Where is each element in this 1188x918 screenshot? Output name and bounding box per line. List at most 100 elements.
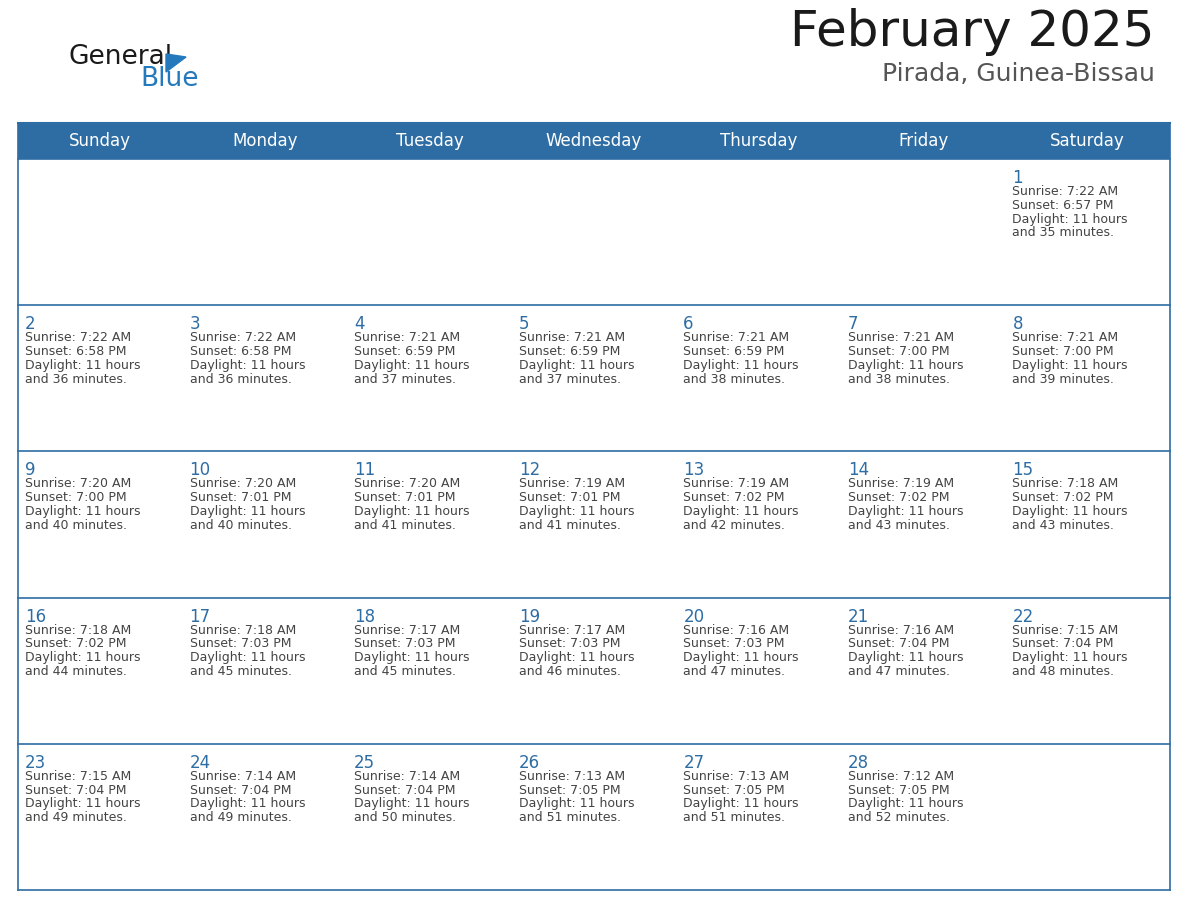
Text: Daylight: 11 hours: Daylight: 11 hours — [519, 359, 634, 372]
Text: Sunset: 7:04 PM: Sunset: 7:04 PM — [190, 784, 291, 797]
Text: Wednesday: Wednesday — [545, 132, 643, 150]
Text: 6: 6 — [683, 315, 694, 333]
Text: and 44 minutes.: and 44 minutes. — [25, 665, 127, 678]
Text: and 50 minutes.: and 50 minutes. — [354, 812, 456, 824]
Text: Daylight: 11 hours: Daylight: 11 hours — [190, 359, 305, 372]
Text: Sunrise: 7:20 AM: Sunrise: 7:20 AM — [354, 477, 461, 490]
Text: Monday: Monday — [232, 132, 298, 150]
Text: and 41 minutes.: and 41 minutes. — [519, 519, 620, 532]
Text: Sunset: 7:04 PM: Sunset: 7:04 PM — [354, 784, 456, 797]
Text: Tuesday: Tuesday — [396, 132, 463, 150]
Text: Daylight: 11 hours: Daylight: 11 hours — [1012, 505, 1127, 518]
Text: and 51 minutes.: and 51 minutes. — [519, 812, 620, 824]
Text: Sunset: 7:05 PM: Sunset: 7:05 PM — [519, 784, 620, 797]
Text: Daylight: 11 hours: Daylight: 11 hours — [683, 651, 798, 665]
Bar — [18, 123, 1170, 159]
Text: Sunset: 7:02 PM: Sunset: 7:02 PM — [1012, 491, 1114, 504]
Text: and 52 minutes.: and 52 minutes. — [848, 812, 950, 824]
Text: Sunrise: 7:22 AM: Sunrise: 7:22 AM — [1012, 185, 1119, 198]
Text: and 46 minutes.: and 46 minutes. — [519, 665, 620, 678]
Text: Daylight: 11 hours: Daylight: 11 hours — [683, 359, 798, 372]
Text: Sunrise: 7:19 AM: Sunrise: 7:19 AM — [519, 477, 625, 490]
Text: Daylight: 11 hours: Daylight: 11 hours — [848, 651, 963, 665]
Text: General: General — [68, 44, 172, 70]
Text: February 2025: February 2025 — [790, 8, 1155, 56]
Text: Sunset: 7:05 PM: Sunset: 7:05 PM — [683, 784, 785, 797]
Text: Sunset: 7:00 PM: Sunset: 7:00 PM — [25, 491, 127, 504]
Text: and 48 minutes.: and 48 minutes. — [1012, 665, 1114, 678]
Text: Sunrise: 7:21 AM: Sunrise: 7:21 AM — [848, 331, 954, 344]
Text: Daylight: 11 hours: Daylight: 11 hours — [354, 651, 469, 665]
Text: Daylight: 11 hours: Daylight: 11 hours — [519, 798, 634, 811]
Text: Sunset: 7:03 PM: Sunset: 7:03 PM — [190, 637, 291, 650]
Text: 14: 14 — [848, 462, 868, 479]
Text: and 45 minutes.: and 45 minutes. — [190, 665, 291, 678]
Text: 3: 3 — [190, 315, 201, 333]
Text: Daylight: 11 hours: Daylight: 11 hours — [354, 798, 469, 811]
Text: Daylight: 11 hours: Daylight: 11 hours — [519, 651, 634, 665]
Text: Sunrise: 7:16 AM: Sunrise: 7:16 AM — [848, 623, 954, 636]
Text: Sunrise: 7:16 AM: Sunrise: 7:16 AM — [683, 623, 789, 636]
Text: 12: 12 — [519, 462, 541, 479]
Text: 1: 1 — [1012, 169, 1023, 187]
Text: 2: 2 — [25, 315, 36, 333]
Text: Blue: Blue — [140, 66, 198, 92]
Text: 21: 21 — [848, 608, 870, 625]
Text: 23: 23 — [25, 754, 46, 772]
Text: Daylight: 11 hours: Daylight: 11 hours — [190, 505, 305, 518]
Text: Sunrise: 7:14 AM: Sunrise: 7:14 AM — [190, 770, 296, 783]
Text: 28: 28 — [848, 754, 868, 772]
Text: 5: 5 — [519, 315, 529, 333]
Text: 22: 22 — [1012, 608, 1034, 625]
Text: Sunset: 7:03 PM: Sunset: 7:03 PM — [354, 637, 456, 650]
Text: Sunset: 6:59 PM: Sunset: 6:59 PM — [354, 345, 455, 358]
Text: and 42 minutes.: and 42 minutes. — [683, 519, 785, 532]
Text: and 38 minutes.: and 38 minutes. — [683, 373, 785, 386]
Text: Sunday: Sunday — [69, 132, 132, 150]
Text: Sunset: 7:01 PM: Sunset: 7:01 PM — [519, 491, 620, 504]
Text: Daylight: 11 hours: Daylight: 11 hours — [190, 651, 305, 665]
Text: Sunrise: 7:14 AM: Sunrise: 7:14 AM — [354, 770, 460, 783]
Polygon shape — [166, 54, 187, 72]
Text: 7: 7 — [848, 315, 859, 333]
Text: Sunset: 6:59 PM: Sunset: 6:59 PM — [683, 345, 784, 358]
Text: Sunrise: 7:21 AM: Sunrise: 7:21 AM — [354, 331, 460, 344]
Text: Sunset: 7:00 PM: Sunset: 7:00 PM — [848, 345, 949, 358]
Text: Daylight: 11 hours: Daylight: 11 hours — [1012, 651, 1127, 665]
Text: and 43 minutes.: and 43 minutes. — [848, 519, 949, 532]
Text: 10: 10 — [190, 462, 210, 479]
Text: and 49 minutes.: and 49 minutes. — [25, 812, 127, 824]
Text: Sunrise: 7:20 AM: Sunrise: 7:20 AM — [25, 477, 131, 490]
Text: 11: 11 — [354, 462, 375, 479]
Text: and 47 minutes.: and 47 minutes. — [848, 665, 950, 678]
Text: Sunset: 7:00 PM: Sunset: 7:00 PM — [1012, 345, 1114, 358]
Text: Daylight: 11 hours: Daylight: 11 hours — [519, 505, 634, 518]
Text: and 51 minutes.: and 51 minutes. — [683, 812, 785, 824]
Text: Sunset: 7:01 PM: Sunset: 7:01 PM — [354, 491, 456, 504]
Text: and 39 minutes.: and 39 minutes. — [1012, 373, 1114, 386]
Text: Sunrise: 7:19 AM: Sunrise: 7:19 AM — [848, 477, 954, 490]
Text: and 40 minutes.: and 40 minutes. — [25, 519, 127, 532]
Text: Sunset: 7:05 PM: Sunset: 7:05 PM — [848, 784, 949, 797]
Text: 26: 26 — [519, 754, 539, 772]
Text: Sunrise: 7:15 AM: Sunrise: 7:15 AM — [25, 770, 131, 783]
Text: Sunrise: 7:18 AM: Sunrise: 7:18 AM — [190, 623, 296, 636]
Text: and 37 minutes.: and 37 minutes. — [519, 373, 620, 386]
Text: Sunrise: 7:21 AM: Sunrise: 7:21 AM — [683, 331, 789, 344]
Text: 8: 8 — [1012, 315, 1023, 333]
Text: Daylight: 11 hours: Daylight: 11 hours — [25, 505, 140, 518]
Text: Sunrise: 7:13 AM: Sunrise: 7:13 AM — [683, 770, 789, 783]
Text: Sunset: 7:04 PM: Sunset: 7:04 PM — [848, 637, 949, 650]
Text: 27: 27 — [683, 754, 704, 772]
Text: 16: 16 — [25, 608, 46, 625]
Text: Sunset: 7:02 PM: Sunset: 7:02 PM — [25, 637, 126, 650]
Text: Daylight: 11 hours: Daylight: 11 hours — [848, 359, 963, 372]
Text: and 35 minutes.: and 35 minutes. — [1012, 227, 1114, 240]
Text: Sunrise: 7:22 AM: Sunrise: 7:22 AM — [25, 331, 131, 344]
Text: and 36 minutes.: and 36 minutes. — [190, 373, 291, 386]
Text: Daylight: 11 hours: Daylight: 11 hours — [683, 505, 798, 518]
Text: 25: 25 — [354, 754, 375, 772]
Text: Sunset: 6:57 PM: Sunset: 6:57 PM — [1012, 199, 1114, 212]
Text: Sunset: 6:58 PM: Sunset: 6:58 PM — [190, 345, 291, 358]
Text: 20: 20 — [683, 608, 704, 625]
